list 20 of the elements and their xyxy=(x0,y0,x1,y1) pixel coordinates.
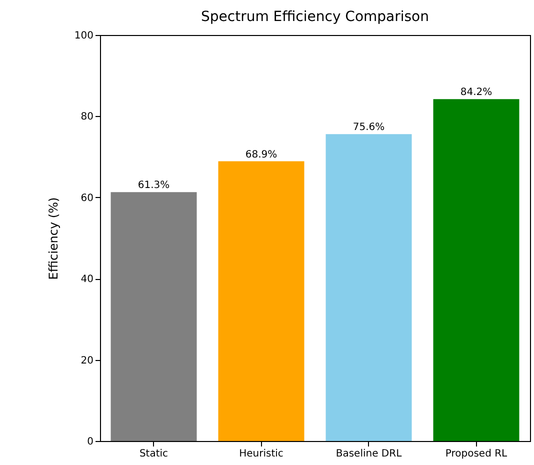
x-tick-label: Static xyxy=(139,448,168,460)
x-tick-label: Proposed RL xyxy=(445,448,508,460)
data-label: 84.2% xyxy=(460,87,492,98)
x-tick-label: Heuristic xyxy=(239,448,284,460)
y-tick-label: 20 xyxy=(80,355,94,366)
y-tick-label: 0 xyxy=(87,436,94,448)
bar xyxy=(326,134,412,441)
data-label: 61.3% xyxy=(138,180,170,192)
chart-title: Spectrum Efficiency Comparison xyxy=(201,9,429,25)
x-tick-label: Baseline DRL xyxy=(336,448,402,460)
data-label: 75.6% xyxy=(352,122,385,134)
data-label: 68.9% xyxy=(245,149,278,160)
bar xyxy=(110,192,197,441)
y-tick-label: 60 xyxy=(80,192,94,204)
y-tick-label: 80 xyxy=(80,112,94,123)
y-tick-label: 100 xyxy=(74,30,94,42)
y-axis-title: Efficiency (%) xyxy=(46,197,60,280)
bar xyxy=(218,161,304,441)
bar xyxy=(433,99,520,441)
y-tick-label: 40 xyxy=(80,274,94,286)
